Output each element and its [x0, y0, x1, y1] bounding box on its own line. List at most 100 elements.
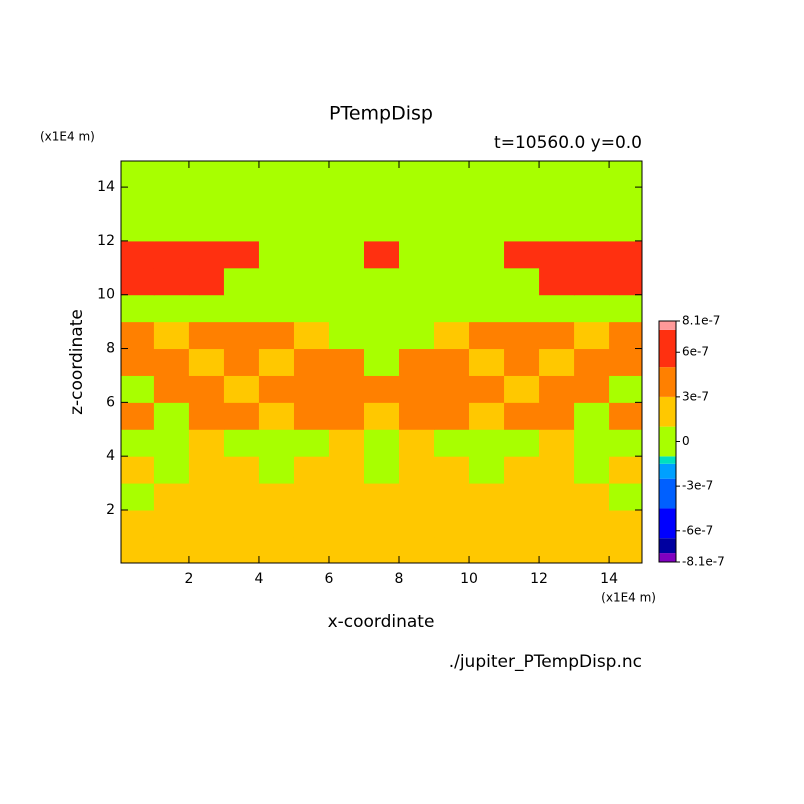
contour-cell [121, 402, 155, 430]
contour-cell [328, 321, 365, 350]
contour-cell [363, 321, 400, 350]
contour-cell [223, 429, 260, 457]
contour-cell [223, 240, 260, 269]
contour-cell [363, 509, 400, 538]
contour-cell [328, 536, 365, 563]
contour-cell [469, 294, 505, 323]
contour-cell [258, 429, 295, 457]
contour-cell [153, 509, 190, 538]
contour-cell [504, 321, 540, 350]
colorbar-tick-label: -8.1e-7 [682, 555, 725, 569]
contour-cell [258, 509, 295, 538]
contour-cell [328, 187, 365, 215]
contour-cell [223, 456, 260, 484]
contour-cell [609, 321, 642, 350]
contour-cell [258, 187, 295, 215]
contour-cell [469, 240, 505, 269]
contour-cell [469, 321, 505, 350]
contour-cell [293, 375, 330, 403]
contour-cell [609, 240, 642, 269]
contour-cell [188, 321, 225, 350]
contour-cell [188, 267, 225, 296]
contour-cell [399, 429, 435, 457]
contour-cell [399, 240, 435, 269]
contour-cell [609, 348, 642, 376]
contour-cell [363, 402, 400, 430]
contour-cell [504, 375, 540, 403]
contour-cell [293, 348, 330, 376]
contour-cell [223, 509, 260, 538]
contour-cell [469, 161, 505, 188]
contour-cell [363, 375, 400, 403]
contour-cell [258, 536, 295, 563]
contour-cell [121, 267, 155, 296]
contour-cell [469, 429, 505, 457]
contour-cell [434, 161, 470, 188]
contour-cell [609, 456, 642, 484]
file-name: ./jupiter_PTempDisp.nc [449, 652, 642, 672]
contour-cell [504, 187, 540, 215]
contour-cell [328, 161, 365, 188]
y-tick-label: 4 [106, 448, 115, 464]
x-tick-label: 6 [325, 571, 334, 587]
contour-cell [121, 187, 155, 215]
contour-cell [504, 161, 540, 188]
contour-cell [504, 456, 540, 484]
contour-cell [153, 214, 190, 242]
contour-cell [574, 214, 610, 242]
contour-cell [293, 240, 330, 269]
contour-cell [328, 429, 365, 457]
contour-cell [153, 267, 190, 296]
colorbar-band [659, 538, 676, 554]
contour-cell [434, 429, 470, 457]
contour-cell [153, 456, 190, 484]
contour-cell [153, 429, 190, 457]
contour-cell [363, 429, 400, 457]
colorbar-band [659, 553, 676, 562]
contour-cell [434, 214, 470, 242]
contour-cell [609, 214, 642, 242]
contour-cell [293, 402, 330, 430]
contour-cell [434, 187, 470, 215]
contour-cell [258, 321, 295, 350]
contour-cell [574, 321, 610, 350]
contour-cell [188, 294, 225, 323]
contour-cell [328, 509, 365, 538]
contour-cell [293, 187, 330, 215]
contour-cell [293, 321, 330, 350]
contour-cell [574, 240, 610, 269]
contour-cell [504, 267, 540, 296]
contour-cell [258, 161, 295, 188]
contour-cell [223, 321, 260, 350]
contour-cell [539, 429, 575, 457]
contour-cell [399, 214, 435, 242]
contour-cell [223, 348, 260, 376]
contour-cell [328, 294, 365, 323]
contour-cell [293, 267, 330, 296]
contour-cell [504, 214, 540, 242]
contour-cell [399, 348, 435, 376]
contour-cell [188, 348, 225, 376]
contour-cell [574, 161, 610, 188]
y-tick-label: 2 [106, 502, 115, 518]
x-tick-label: 4 [254, 571, 263, 587]
contour-cell [363, 161, 400, 188]
contour-cell [609, 483, 642, 511]
x-tick-label: 14 [600, 571, 618, 587]
colorbar-tick-label: 0 [682, 434, 690, 448]
contour-cell [504, 294, 540, 323]
contour-cell [258, 294, 295, 323]
contour-cell [434, 375, 470, 403]
colorbar-band [659, 329, 676, 368]
contour-cell [188, 187, 225, 215]
contour-cell [504, 536, 540, 563]
contour-cell [363, 240, 400, 269]
colorbar-band [659, 367, 676, 397]
contour-cell [539, 240, 575, 269]
contour-cell [504, 348, 540, 376]
contour-cell [328, 348, 365, 376]
contour-cell [258, 483, 295, 511]
contour-cell [121, 375, 155, 403]
contour-cell [399, 536, 435, 563]
